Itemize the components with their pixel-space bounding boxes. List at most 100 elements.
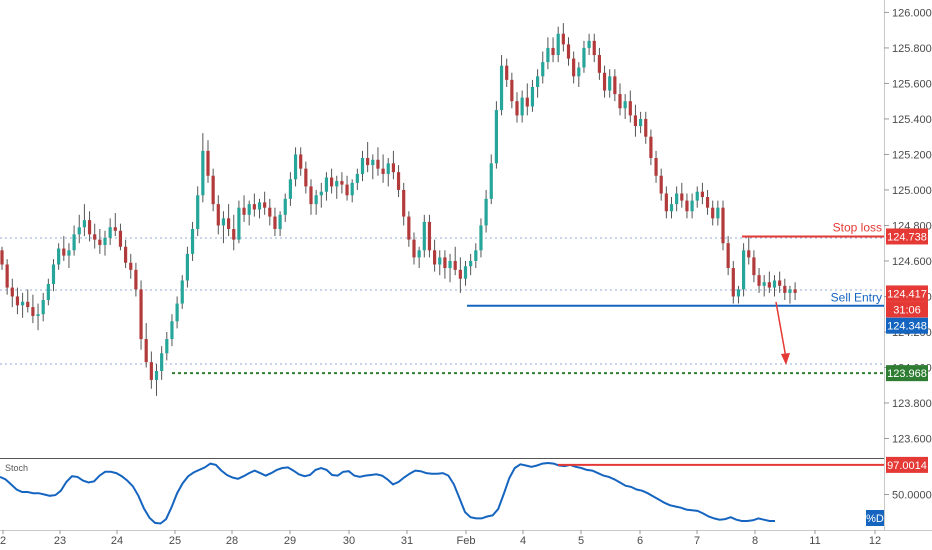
target-arrow-shaft bbox=[775, 301, 787, 359]
candle-body-down bbox=[778, 280, 782, 286]
candle bbox=[618, 83, 622, 116]
candle-body-down bbox=[206, 150, 210, 176]
levels-group: Stop loss Sell Entry bbox=[172, 220, 884, 375]
candle bbox=[319, 182, 323, 208]
price-tick-label: 123.600 bbox=[892, 433, 932, 445]
candle bbox=[633, 104, 638, 137]
candle bbox=[433, 239, 437, 272]
candle bbox=[124, 239, 128, 269]
candle bbox=[747, 236, 751, 265]
candle-body-up bbox=[278, 214, 282, 229]
candle-body-up bbox=[484, 198, 488, 226]
price-tick-label: 125.400 bbox=[892, 114, 932, 126]
candle-body-down bbox=[304, 168, 308, 187]
candle bbox=[46, 278, 50, 306]
candle bbox=[360, 150, 365, 182]
candle bbox=[340, 172, 344, 194]
candle bbox=[675, 186, 679, 212]
price-tag-box bbox=[886, 228, 928, 245]
stop-loss-label: Stop loss bbox=[833, 220, 882, 234]
candle bbox=[67, 243, 71, 269]
candle-body-up bbox=[314, 195, 318, 205]
candle-body-up bbox=[160, 353, 164, 372]
candle-body-down bbox=[515, 101, 519, 116]
time-tick-label: 7 bbox=[694, 535, 700, 547]
candle bbox=[77, 214, 81, 244]
candle bbox=[644, 111, 648, 144]
candle-body-down bbox=[5, 264, 9, 288]
candle bbox=[510, 72, 514, 109]
candle bbox=[561, 23, 565, 52]
candle bbox=[345, 175, 349, 201]
candle-body-down bbox=[402, 189, 406, 217]
candle bbox=[623, 94, 627, 119]
candle bbox=[783, 278, 787, 301]
candle-body-down bbox=[613, 76, 617, 95]
candle bbox=[273, 207, 277, 237]
candle bbox=[659, 168, 663, 201]
candle bbox=[335, 175, 339, 199]
candle bbox=[613, 69, 617, 102]
candle-body-up bbox=[221, 218, 226, 226]
candle bbox=[520, 90, 524, 123]
candle bbox=[62, 236, 66, 261]
price-tag: 124.738 bbox=[886, 228, 928, 245]
candle-body-up bbox=[57, 248, 61, 265]
candle bbox=[402, 182, 406, 226]
candle bbox=[463, 260, 468, 286]
price-tick-label: 125.600 bbox=[892, 78, 932, 90]
candle bbox=[21, 292, 25, 318]
candle bbox=[211, 168, 215, 212]
candle bbox=[139, 280, 143, 350]
price-tick-label: 126.000 bbox=[892, 7, 932, 19]
candle-body-up bbox=[46, 284, 50, 301]
candle-body-down bbox=[412, 239, 416, 258]
time-tick-label: 8 bbox=[752, 535, 758, 547]
candle-body-up bbox=[201, 150, 205, 196]
candle bbox=[57, 243, 61, 270]
candle-body-up bbox=[247, 204, 251, 215]
candle bbox=[129, 253, 133, 279]
candle-body-down bbox=[87, 220, 92, 235]
candle-body-down bbox=[118, 230, 123, 247]
candle bbox=[134, 262, 138, 297]
candle-body-down bbox=[644, 118, 648, 137]
candle-body-up bbox=[541, 62, 545, 77]
candle-body-up bbox=[170, 321, 174, 340]
candle bbox=[427, 214, 432, 258]
candle-body-up bbox=[577, 67, 581, 77]
candle-body-up bbox=[639, 118, 643, 127]
candle-body-up bbox=[108, 227, 112, 238]
candle-body-down bbox=[649, 136, 653, 158]
candle-body-down bbox=[211, 175, 215, 205]
candle-body-down bbox=[731, 268, 735, 297]
candle bbox=[103, 230, 107, 256]
candle bbox=[98, 229, 102, 254]
candle-body-up bbox=[103, 237, 107, 245]
candle bbox=[5, 259, 9, 295]
candle bbox=[180, 275, 184, 309]
candle bbox=[268, 198, 272, 226]
candle bbox=[608, 69, 612, 98]
candle-body-up bbox=[623, 101, 627, 109]
candle-body-up bbox=[355, 173, 359, 183]
candle-body-up bbox=[67, 250, 71, 256]
candle bbox=[443, 250, 447, 279]
candle-body-up bbox=[82, 220, 86, 228]
price-tick-label: 125.000 bbox=[892, 185, 932, 197]
candle bbox=[299, 147, 303, 176]
candle bbox=[366, 142, 370, 173]
candle-body-down bbox=[726, 243, 730, 269]
candle-body-up bbox=[675, 193, 679, 205]
candle bbox=[237, 200, 241, 244]
candle bbox=[757, 268, 761, 293]
candle bbox=[288, 172, 292, 206]
candle-body-down bbox=[144, 339, 148, 363]
candle bbox=[278, 211, 282, 237]
candle bbox=[160, 346, 164, 380]
candle-body-down bbox=[0, 250, 4, 265]
candle bbox=[293, 147, 298, 187]
price-tag-label: 123.968 bbox=[887, 368, 927, 380]
candle-body-up bbox=[587, 40, 591, 48]
candle bbox=[396, 165, 401, 198]
